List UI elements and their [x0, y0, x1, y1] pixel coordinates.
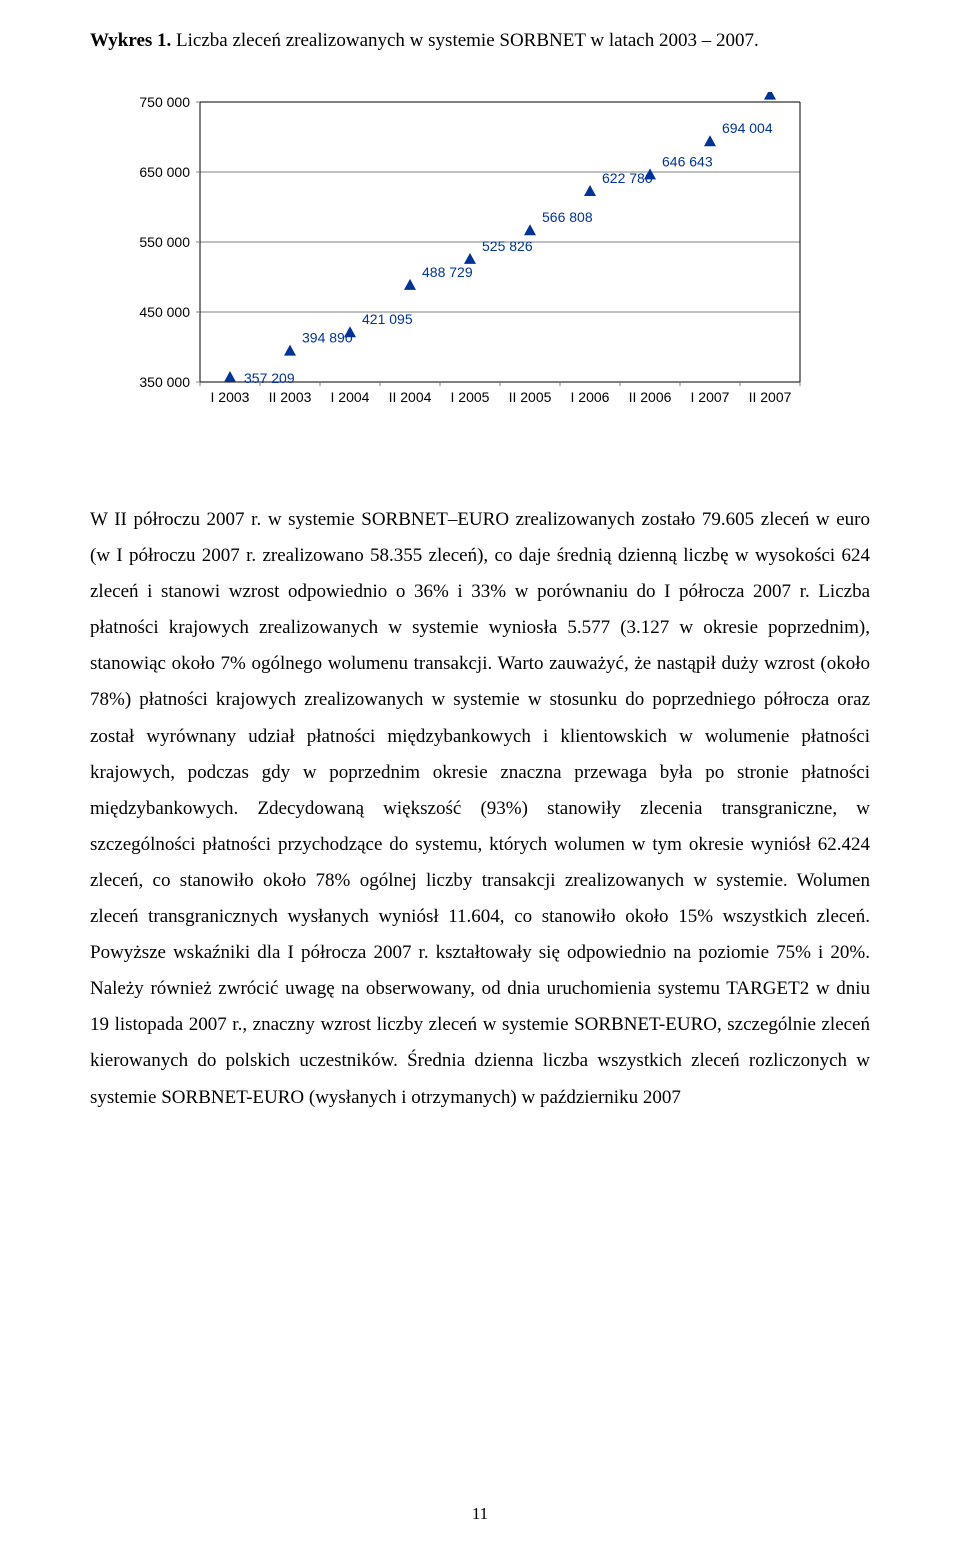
svg-text:II 2007: II 2007: [749, 389, 792, 405]
chart-svg: 350 000 450 000 550 000 650 000 750 000 I 200…: [120, 92, 820, 432]
chart-title: Wykres 1. Liczba zleceń zrealizowanych w…: [90, 30, 870, 52]
svg-text:550 000: 550 000: [139, 234, 190, 250]
svg-text:I 2007: I 2007: [691, 389, 730, 405]
svg-text:II 2005: II 2005: [509, 389, 552, 405]
svg-text:488 729: 488 729: [422, 264, 473, 280]
chart-container: 350 000 450 000 550 000 650 000 750 000 I 200…: [120, 92, 820, 432]
page-number: 11: [0, 1504, 960, 1524]
svg-text:566 808: 566 808: [542, 209, 593, 225]
svg-text:I 2005: I 2005: [451, 389, 490, 405]
svg-text:394 890: 394 890: [302, 330, 353, 346]
triangle-icon: [524, 224, 536, 235]
svg-text:694 004: 694 004: [722, 120, 773, 136]
svg-text:650 000: 650 000: [139, 164, 190, 180]
svg-text:750 000: 750 000: [139, 94, 190, 110]
svg-text:II 2006: II 2006: [629, 389, 672, 405]
svg-text:I 2006: I 2006: [571, 389, 610, 405]
triangle-icon: [704, 135, 716, 146]
triangle-icon: [464, 253, 476, 264]
svg-text:350 000: 350 000: [139, 374, 190, 390]
svg-text:II 2003: II 2003: [269, 389, 312, 405]
svg-text:I 2004: I 2004: [331, 389, 370, 405]
body-paragraph: W II półroczu 2007 r. w systemie SORBNET…: [90, 502, 870, 1116]
triangle-icon: [404, 279, 416, 290]
triangle-icon: [584, 185, 596, 196]
svg-text:450 000: 450 000: [139, 304, 190, 320]
page-root: Wykres 1. Liczba zleceń zrealizowanych w…: [0, 0, 960, 1544]
triangle-icon: [764, 92, 776, 100]
chart-title-prefix: Wykres 1.: [90, 30, 171, 51]
svg-text:II 2004: II 2004: [389, 389, 432, 405]
svg-text:421 095: 421 095: [362, 311, 413, 327]
triangle-icon: [284, 345, 296, 356]
svg-text:357 209: 357 209: [244, 370, 295, 386]
svg-text:I 2003: I 2003: [211, 389, 250, 405]
triangle-icon: [224, 371, 236, 382]
svg-text:646 643: 646 643: [662, 153, 713, 169]
svg-text:525 826: 525 826: [482, 238, 533, 254]
chart-title-rest: Liczba zleceń zrealizowanych w systemie …: [171, 30, 758, 51]
